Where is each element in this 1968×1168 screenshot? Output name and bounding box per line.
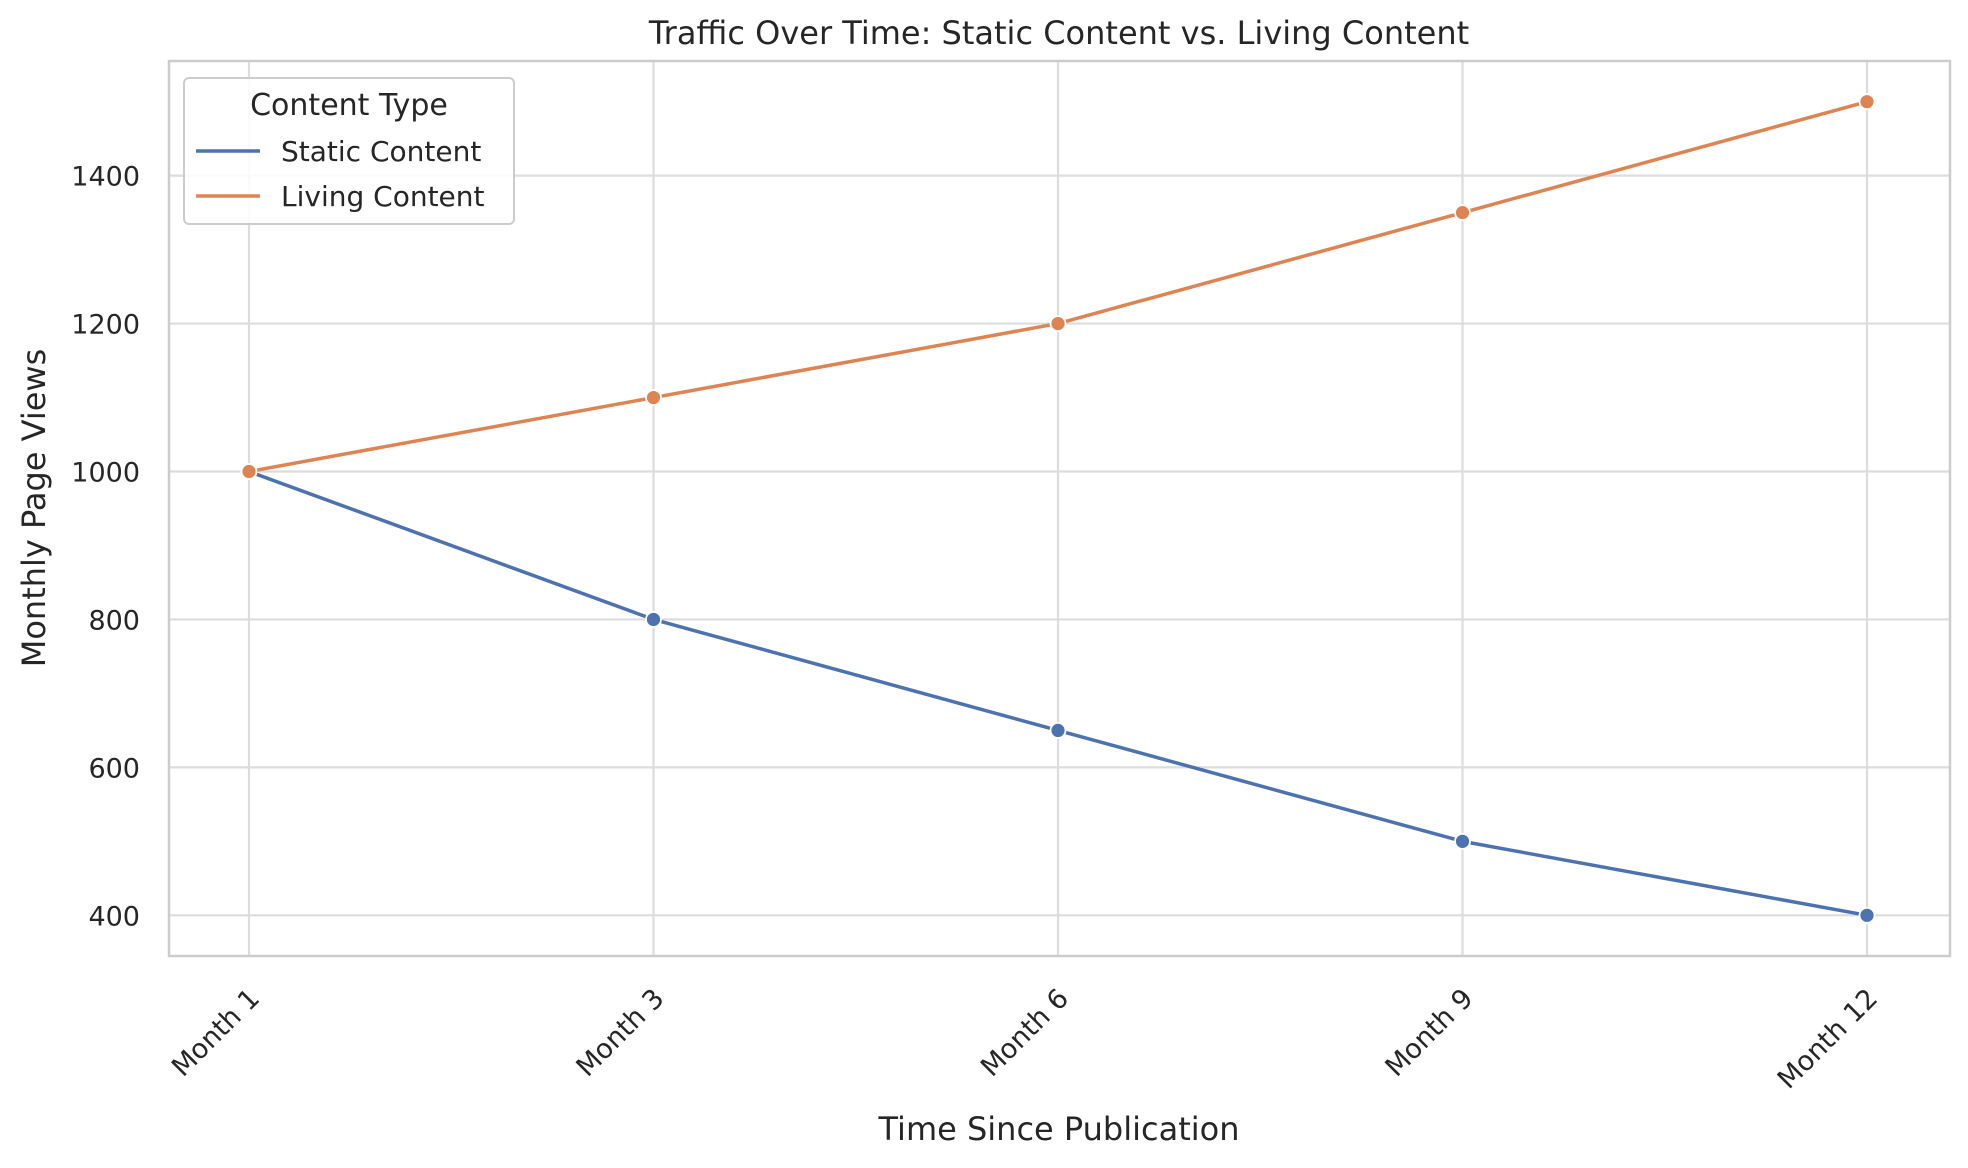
data-point-living-content [240,463,258,480]
data-point-living-content [1454,204,1471,222]
legend-title: Content Type [250,88,448,123]
data-point-living-content [1049,315,1067,332]
y-tick-label: 1400 [71,162,140,193]
y-tick-label: 400 [88,901,140,932]
series-layer [240,93,1876,924]
data-point-static-content [1049,722,1067,739]
legend-label-static-content: Static Content [281,135,481,168]
data-point-static-content [1454,832,1471,850]
legend-label-living-content: Living Content [281,180,485,213]
y-tick-labels: 400 600 800 1000 1200 1400 [71,162,140,933]
y-tick-label: 600 [88,753,140,784]
y-tick-label: 1200 [71,310,140,341]
data-point-static-content [645,611,662,628]
legend: Content Type Static Content Living Conte… [183,77,515,225]
data-point-static-content [1858,906,1876,924]
data-point-living-content [645,389,662,406]
series-living-content [240,93,1876,480]
y-tick-label: 800 [88,605,140,636]
x-axis-label: Time Since Publication [877,1110,1239,1148]
y-axis-label: Monthly Page Views [15,349,53,668]
chart-title: Traffic Over Time: Static Content vs. Li… [648,14,1469,52]
legend-box [183,77,515,225]
data-point-living-content [1858,93,1876,111]
y-tick-label: 1000 [71,458,140,489]
plot-area-border [167,59,1952,958]
